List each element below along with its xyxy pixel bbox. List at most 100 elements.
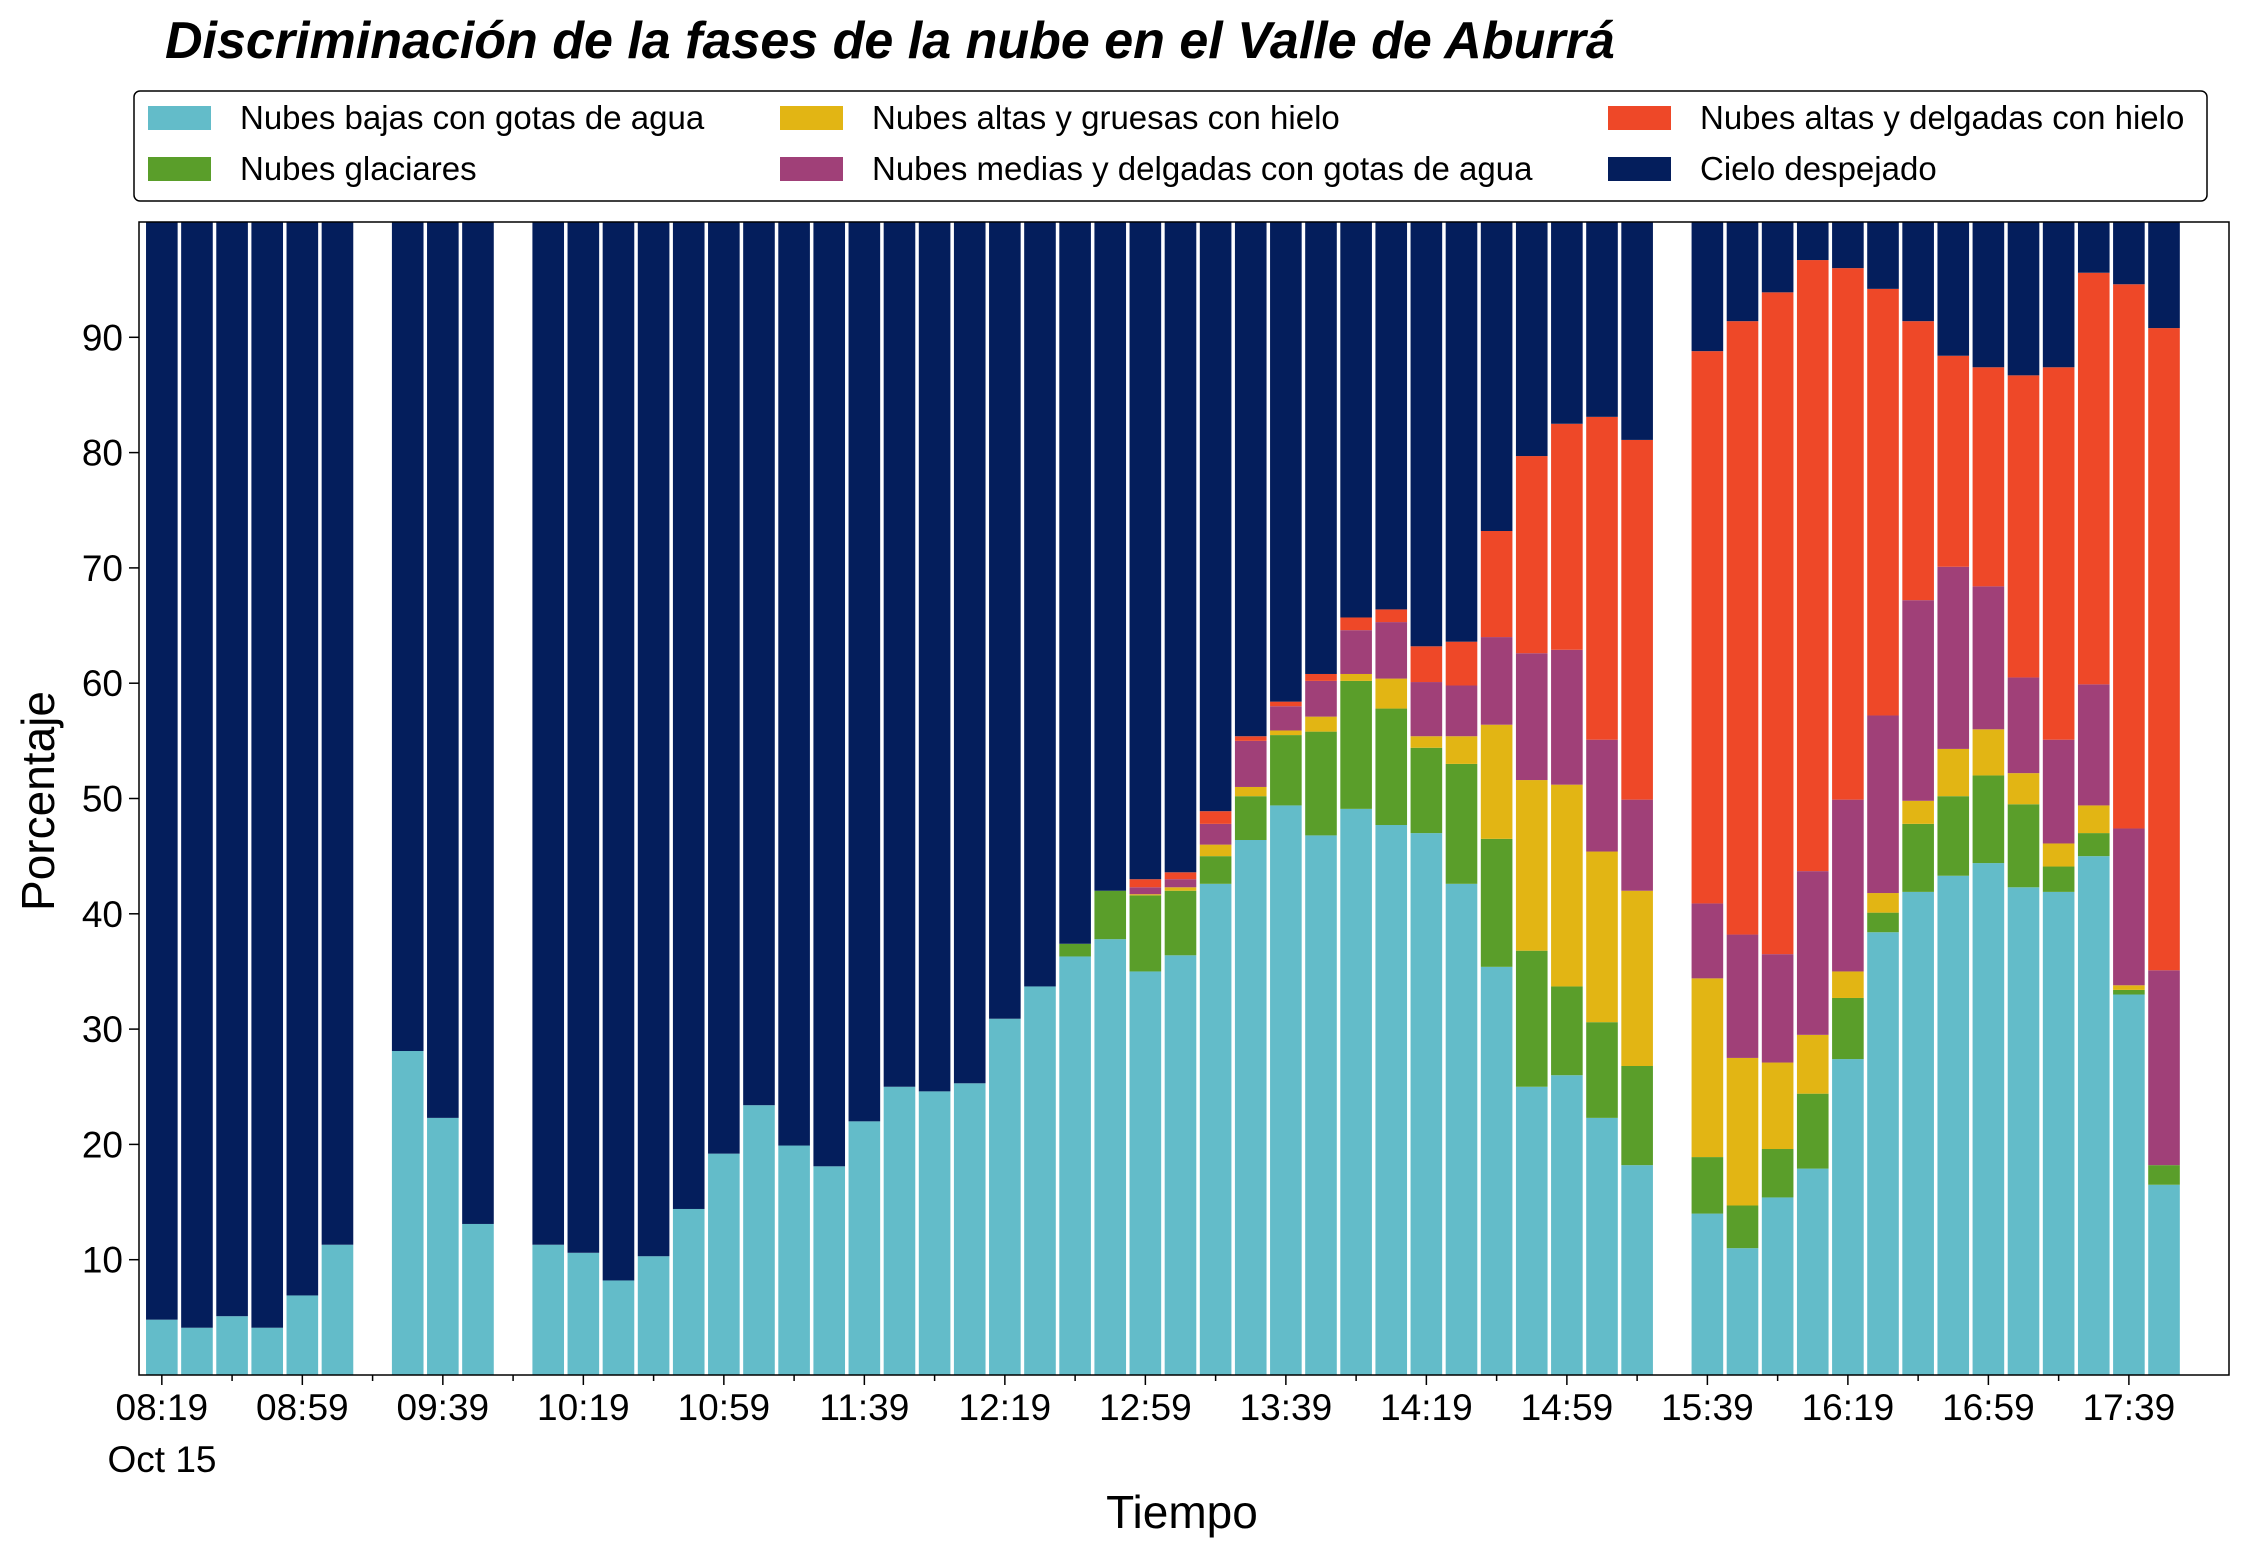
bar-segment	[1515, 780, 1548, 951]
bar-segment	[1902, 600, 1934, 801]
bar-segment	[1691, 351, 1724, 904]
bar-segment	[918, 1091, 951, 1375]
bar-segment	[1621, 890, 1653, 1066]
bar-segment	[1515, 653, 1548, 781]
bar-segment	[1761, 1062, 1794, 1150]
bar-segment	[1270, 805, 1302, 1375]
bar-segment	[2042, 222, 2075, 368]
y-tick-label: 70	[82, 548, 123, 589]
bar-segment	[743, 1105, 775, 1375]
bar-segment	[1761, 222, 1794, 293]
bar-segment	[1445, 736, 1478, 764]
x-tick-label: 11:39	[819, 1387, 909, 1428]
bar-segment	[1691, 978, 1724, 1158]
bar-segment	[708, 222, 740, 1154]
bar-segment	[427, 222, 459, 1118]
bar-segment	[1234, 796, 1267, 841]
bar-segment	[1270, 735, 1302, 806]
bar-segment	[1726, 1205, 1759, 1249]
bar-segment	[1480, 838, 1513, 967]
bar-segment	[1445, 685, 1478, 737]
bar-segment	[1515, 950, 1548, 1087]
bar-segment	[1691, 222, 1724, 352]
bar-segment	[1480, 531, 1513, 638]
bar-segment	[1059, 222, 1091, 944]
bar-segment	[567, 222, 600, 1253]
bar-segment	[1691, 1157, 1724, 1214]
bar-segment	[1972, 863, 2005, 1375]
bar-segment	[1234, 736, 1267, 741]
bar-segment	[1902, 800, 1934, 824]
bar-segment	[1199, 823, 1232, 845]
bar-segment	[1937, 222, 1970, 356]
y-tick-label: 20	[82, 1124, 123, 1165]
bar-segment	[2007, 887, 2040, 1375]
bar-segment	[1586, 1022, 1618, 1118]
bar-segment	[672, 222, 705, 1209]
bar-segment	[1410, 222, 1443, 647]
bar-segment	[1480, 966, 1513, 1375]
x-axis-label: Tiempo	[1106, 1486, 1258, 1538]
bar-segment	[2077, 222, 2110, 273]
bar-segment	[953, 222, 986, 1084]
bar-segment	[2077, 684, 2110, 806]
bar-segment	[1832, 1059, 1864, 1375]
bar-segment	[813, 1166, 846, 1375]
bar-segment	[321, 222, 354, 1245]
bar-segment	[1059, 943, 1091, 957]
bar-segment	[1867, 893, 1899, 913]
bar-segment	[883, 222, 916, 1087]
x-tick-label: 14:19	[1380, 1387, 1473, 1428]
bar-segment	[848, 222, 881, 1122]
bar-segment	[462, 222, 494, 1224]
x-tick-label: 12:59	[1099, 1387, 1192, 1428]
bar-segment	[251, 1327, 284, 1375]
bar-segment	[1726, 934, 1759, 1058]
bar-segment	[743, 222, 775, 1106]
bar-segment	[1972, 222, 2005, 368]
bar-segment	[286, 1295, 319, 1375]
legend-swatch	[780, 106, 843, 130]
bar-segment	[1761, 1197, 1794, 1375]
bar-segment	[1691, 1213, 1724, 1375]
bar-segment	[1094, 939, 1127, 1375]
bar-segment	[1445, 763, 1478, 884]
bar-segment	[321, 1244, 354, 1375]
legend-swatch	[148, 157, 211, 181]
bar-segment	[2077, 856, 2110, 1375]
bar-segment	[2007, 222, 2040, 376]
bar-segment	[1480, 724, 1513, 839]
bar-segment	[1129, 879, 1162, 888]
bar-segment	[2148, 1184, 2180, 1375]
bar-segment	[1094, 222, 1127, 891]
bar-segment	[1937, 355, 1970, 567]
bar-segment	[462, 1223, 494, 1375]
bar-segment	[1340, 630, 1372, 674]
bar-segment	[1129, 971, 1162, 1375]
bar-segment	[1867, 912, 1899, 933]
bar-segment	[1761, 292, 1794, 955]
bar-segment	[1832, 222, 1864, 269]
bar-segment	[2113, 222, 2145, 285]
bar-segment	[1691, 903, 1724, 979]
bar-segment	[1164, 955, 1197, 1375]
bar-segment	[1410, 682, 1443, 737]
bar-segment	[989, 222, 1021, 1019]
bar-segment	[1199, 883, 1232, 1375]
bar-segment	[1796, 1168, 1829, 1375]
bar-segment	[1410, 747, 1443, 834]
bar-segment	[2007, 804, 2040, 888]
bar-segment	[2077, 833, 2110, 857]
y-tick-label: 30	[82, 1009, 123, 1050]
bar-segment	[1445, 641, 1478, 686]
bar-segment	[1375, 708, 1408, 826]
bar-segment	[2042, 367, 2075, 740]
bar-segment	[778, 222, 810, 1146]
legend-swatch	[1608, 157, 1671, 181]
bar-segment	[1375, 222, 1408, 610]
bar-segment	[1234, 786, 1267, 797]
bar-segment	[2007, 375, 2040, 678]
bar-segment	[1621, 799, 1653, 891]
bar-segment	[918, 222, 951, 1092]
bar-segment	[1832, 268, 1864, 800]
